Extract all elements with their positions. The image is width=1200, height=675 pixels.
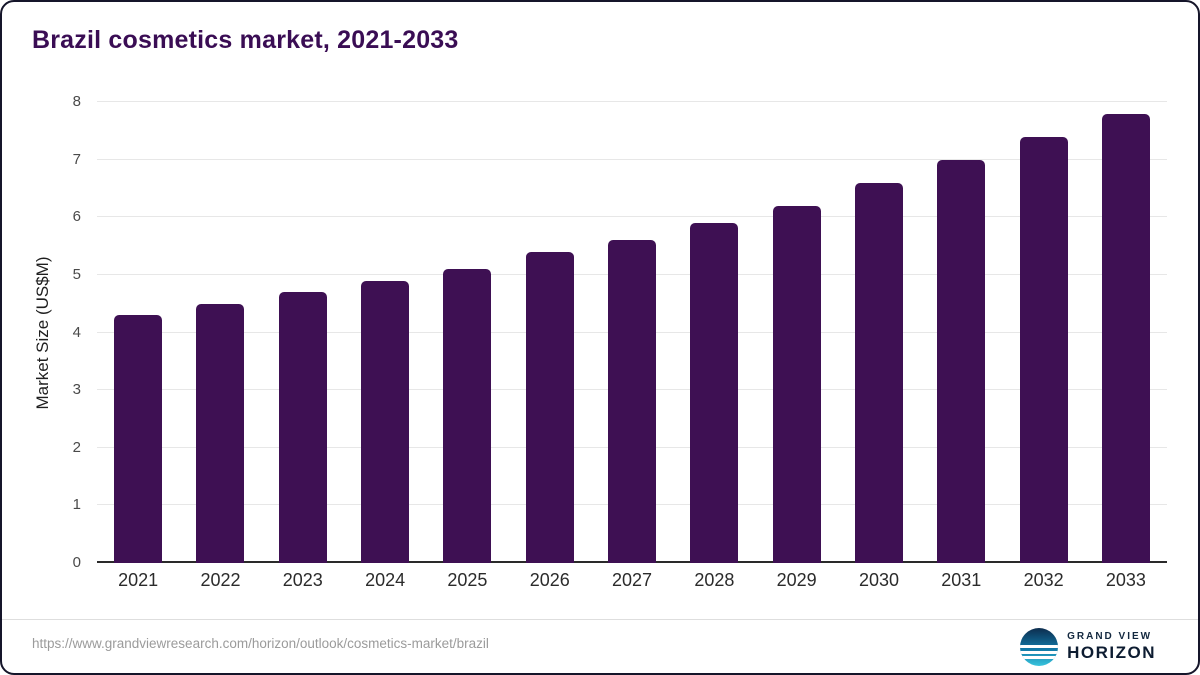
bar-column [1002,102,1084,563]
bar-2022 [196,303,245,563]
source-url: https://www.grandviewresearch.com/horizo… [32,636,489,651]
bar-column [97,102,179,563]
bar-column [509,102,591,563]
x-tick-label: 2029 [776,570,817,590]
bar-2032 [1019,136,1068,563]
bar-2025 [443,269,492,563]
gridline [97,101,1167,102]
horizon-circle-icon [1020,628,1059,666]
horizon-stripe [1020,645,1059,649]
horizon-stripe [1020,650,1059,654]
bar-2021 [114,315,163,563]
y-tick-label: 7 [72,150,81,168]
x-tick-label: 2031 [941,570,982,590]
x-tick-label: 2022 [200,570,241,590]
logo-text: GRAND VIEW HORIZON [1067,631,1156,662]
bar-2024 [361,280,410,563]
x-tick-label: 2027 [612,570,653,590]
bars-row [97,102,1167,563]
bar-column [673,102,755,563]
y-tick-label: 0 [72,554,81,571]
y-tick-label: 6 [72,208,81,226]
bar-2030 [854,182,903,563]
footer-divider [2,619,1198,620]
bar-2031 [937,159,986,563]
y-tick-label: 4 [72,323,81,341]
gridline [97,216,1167,218]
logo-line-horizon: HORIZON [1067,642,1156,662]
y-tick-label: 5 [72,265,81,283]
horizon-stripe [1020,656,1059,660]
chart-title: Brazil cosmetics market, 2021-2033 [32,26,459,54]
x-tick-label: 2032 [1023,570,1064,590]
bar-2033 [1101,113,1150,563]
y-tick-label: 1 [72,496,81,514]
y-tick-label: 2 [72,438,81,456]
y-tick-label: 3 [72,381,81,399]
bar-column [838,102,920,563]
x-tick-label: 2024 [365,570,406,590]
x-tick-label: 2023 [282,570,323,590]
bar-column [262,102,344,563]
brand-logo: GRAND VIEW HORIZON [1020,628,1156,666]
bar-column [426,102,508,563]
x-tick-label: 2028 [694,570,735,590]
x-tick-label: 2030 [858,570,899,590]
bar-2026 [525,251,574,563]
bar-2028 [690,223,739,563]
bar-column [179,102,261,563]
bar-2027 [608,240,657,563]
x-axis-labels: 2021 2022 2023 2024 2025 2026 2027 2028 2029 2030… [97,570,1167,591]
x-tick-label: 2021 [118,570,159,590]
bar-column [920,102,1002,563]
gridline [97,158,1167,160]
bar-column [756,102,838,563]
plot-area: 0 1 2 3 4 5 6 7 8 [73,93,1167,571]
bar-2023 [278,292,327,563]
y-tick-label: 8 [72,93,81,110]
x-tick-label: 2033 [1105,570,1146,590]
bar-2029 [772,205,821,563]
x-tick-label: 2025 [447,570,488,590]
bar-column [1085,102,1167,563]
logo-line-grand-view: GRAND VIEW [1067,631,1153,643]
bar-column [591,102,673,563]
x-tick-label: 2026 [529,570,570,590]
bar-column [344,102,426,563]
